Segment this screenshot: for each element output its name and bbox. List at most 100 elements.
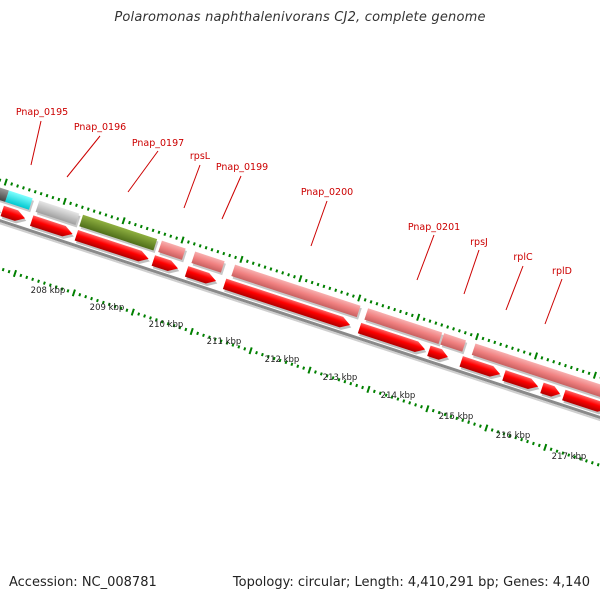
lower-tick-mark [520,437,524,442]
cds-silver [35,200,80,225]
lower-tick-mark [331,376,335,380]
upper-tick-mark [104,213,108,217]
upper-tick-mark [228,253,232,258]
lower-tick-mark [396,397,400,401]
upper-tick-mark [57,197,61,202]
lower-tick-mark [219,339,223,343]
upper-tick-mark [399,309,402,314]
lower-tick-mark [130,308,135,316]
lower-tick-mark [455,416,459,421]
upper-tick-mark [369,300,373,304]
gene-label: rplC [513,252,533,263]
gene-forward [231,264,361,318]
upper-tick-mark [505,344,508,349]
lower-tick-mark [78,293,82,297]
upper-tick-mark [169,234,173,238]
lower-tick-mark [372,389,376,394]
lower-tick-mark [590,461,594,465]
upper-tick-mark [39,191,43,196]
lower-tick-mark [12,269,18,278]
upper-tick-mark [110,215,114,219]
upper-tick-mark [422,317,426,321]
upper-tick-mark [51,195,55,200]
gene-label-leader [221,175,242,220]
upper-tick-mark [151,228,155,233]
backbone-line [0,205,600,421]
upper-tick-mark [304,278,308,283]
upper-tick-mark [263,265,267,269]
lower-tick-mark [449,414,453,419]
upper-tick-mark [175,236,179,240]
labels-layer: 208 kbp 209 kbp 210 kbp 211 kbp 212 kbp 213 k… [16,107,587,462]
upper-tick-mark [458,329,461,333]
lower-tick-mark [243,347,247,351]
lower-tick-mark [137,312,141,316]
upper-tick-mark [157,230,161,235]
upper-tick-mark [80,205,84,209]
lower-tick-mark [514,435,518,440]
gene-label-leader [505,265,524,311]
lower-tick-mark [101,300,105,305]
lower-tick-mark [526,439,529,444]
kbp-tick-label: 215 kbp [439,412,474,422]
lower-tick-mark [90,296,93,301]
upper-tick-mark [204,246,208,250]
gene-label-leader [183,164,201,209]
lower-tick-mark [48,283,52,287]
tick-layer [0,178,600,467]
lower-tick-mark [19,273,23,278]
upper-tick-mark [251,261,255,265]
lower-tick-mark [37,279,40,283]
lower-tick-mark [207,335,211,339]
lower-tick-mark [307,366,312,374]
lower-tick-mark [490,428,494,432]
gene-reverse [222,278,351,328]
upper-tick-mark [440,323,444,327]
upper-tick-mark [239,255,244,263]
gene-forward [191,251,225,273]
upper-tick-mark [592,371,597,379]
lower-tick-mark [7,269,11,274]
upper-tick-mark [10,182,14,186]
lower-tick-mark [248,347,253,355]
gene-label-leader [463,249,480,295]
map-title: Polaromonas naphthalenivorans CJ2, compl… [114,10,486,25]
upper-tick-mark [293,275,296,279]
cds-cyan [5,190,33,210]
upper-tick-mark [139,224,143,229]
gene-forward [158,240,186,260]
upper-tick-mark [499,342,503,347]
gene-label-leader [66,135,101,178]
upper-tick-mark [540,356,544,360]
lower-tick-mark [573,455,577,459]
gene-forward [440,333,466,352]
lower-tick-mark [325,374,329,378]
upper-tick-mark [22,186,25,190]
upper-tick-mark [245,259,249,264]
lower-tick-mark [443,412,447,417]
upper-tick-mark [298,275,303,283]
lower-tick-mark [473,422,476,426]
backbone-shadow [0,208,600,423]
gene-reverse [29,215,73,237]
upper-tick-mark [210,247,214,252]
gene-reverse [502,370,539,390]
lower-tick-mark [567,453,571,457]
gene-label: Pnap_0197 [132,138,184,149]
upper-tick-mark [481,336,485,341]
gene-label-leader [310,200,328,247]
upper-tick-mark [128,220,131,225]
lower-tick-mark [366,385,371,394]
gene-reverse [74,230,149,262]
lower-tick-mark [225,341,229,345]
gene-reverse [184,266,217,284]
upper-tick-mark [446,325,450,329]
upper-tick-mark [334,288,338,292]
lower-tick-mark [284,360,288,365]
lower-tick-mark [420,405,423,409]
upper-tick-mark [0,178,2,182]
lower-tick-mark [255,350,258,355]
lower-tick-mark [113,304,117,309]
gene-label: Pnap_0196 [74,122,126,133]
kbp-tick-label: 214 kbp [381,391,416,401]
